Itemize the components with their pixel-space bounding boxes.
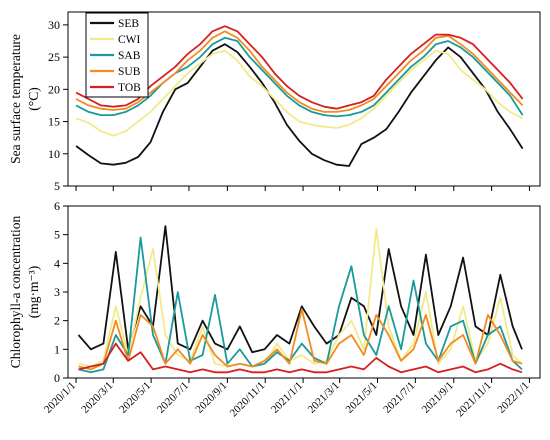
series-line-sab	[75, 36, 524, 118]
y-tick-label: 1	[54, 342, 60, 356]
y-axis-label: (mg·m⁻³)	[26, 266, 41, 318]
y-tick-label: 25	[48, 50, 60, 64]
x-tick-label: 2020/1/1	[42, 380, 78, 416]
series-line-sub	[78, 308, 523, 371]
legend-label: SEB	[118, 18, 139, 30]
legend-label: TOB	[118, 82, 141, 94]
x-tick-label: 2021/1/1	[269, 380, 305, 416]
y-tick-label: 6	[54, 199, 60, 213]
x-tick-label: 2021/3/1	[306, 380, 342, 416]
y-tick-label: 5	[54, 179, 60, 193]
x-tick-label: 2020/3/1	[79, 380, 115, 416]
y-tick-label: 20	[48, 82, 60, 96]
x-tick-label: 2022/1/1	[495, 380, 531, 416]
x-tick-label: 2021/5/1	[343, 380, 379, 416]
plot-frame	[67, 11, 541, 187]
x-tick-label: 2021/9/1	[420, 380, 456, 416]
series-line-sab	[78, 236, 523, 374]
y-tick-label: 10	[48, 147, 60, 161]
x-tick-label: 2020/9/1	[193, 380, 229, 416]
legend: SEB CWI SAB SUB TOB	[85, 12, 149, 98]
legend-label: CWI	[118, 34, 141, 46]
series-line-tob	[75, 25, 524, 110]
y-tick-label: 4	[54, 256, 60, 270]
y-axis-label: Chlorophyll-a concentration	[8, 215, 23, 368]
y-tick-label: 15	[48, 115, 60, 129]
series-line-cwi	[75, 49, 524, 137]
x-tick-label: 2020/7/1	[155, 380, 191, 416]
x-axis: 2020/1/1 2020/3/1 2020/5/1 2020/7/1 2020/9/1…	[42, 186, 532, 419]
y-tick-label: 0	[54, 371, 60, 385]
y-tick-label: 5	[54, 228, 60, 242]
series-line-cwi	[78, 227, 523, 368]
x-tick-label: 2020/11/1	[228, 380, 268, 420]
y-tick-label: 2	[54, 314, 60, 328]
legend-label: SUB	[118, 66, 141, 78]
sst-panel: 5 10 15 20 25 30 Sea surface temperature (°C)	[8, 11, 541, 193]
legend-label: SAB	[118, 50, 141, 62]
series-line-tob	[78, 342, 523, 374]
y-tick-label: 30	[48, 18, 60, 32]
x-tick-label: 2021/7/1	[381, 380, 417, 416]
x-tick-label: 2021/11/1	[454, 380, 494, 420]
series-line-sub	[75, 30, 524, 113]
chlorophyll-panel: 0 1 2 3 4 5 6 Chlorophyll-a concentration (mg·m⁻…	[8, 199, 541, 385]
series-line-seb	[75, 43, 524, 167]
legend-box	[85, 12, 149, 98]
x-tick-label: 2020/5/1	[117, 380, 153, 416]
y-axis-label: Sea surface temperature	[8, 34, 23, 164]
y-tick-label: 3	[54, 285, 60, 299]
y-axis-label: (°C)	[26, 87, 41, 110]
